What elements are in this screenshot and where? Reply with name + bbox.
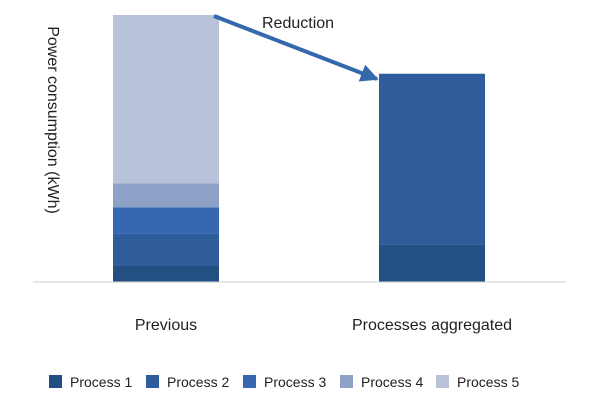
- bars: [113, 15, 485, 282]
- bar-segment-0-1: [113, 233, 219, 266]
- reduction-arrow: [213, 14, 379, 82]
- bar-segment-1-1: [379, 73, 485, 245]
- bar-segment-0-0: [113, 265, 219, 282]
- bar-segment-0-4: [113, 15, 219, 184]
- legend-label-2: Process 3: [264, 374, 326, 390]
- bar-segment-1-0: [379, 244, 485, 282]
- category-label-0: Previous: [135, 317, 197, 334]
- annotation-label: Reduction: [262, 15, 334, 32]
- bar-segment-0-2: [113, 207, 219, 234]
- legend-swatch-3: [340, 375, 353, 388]
- bar-segment-0-3: [113, 183, 219, 208]
- legend-swatch-0: [49, 375, 62, 388]
- category-label-1: Processes aggregated: [352, 317, 512, 334]
- legend-swatch-1: [146, 375, 159, 388]
- legend-label-4: Process 5: [457, 374, 519, 390]
- legend-label-3: Process 4: [361, 374, 423, 390]
- legend-swatch-4: [436, 375, 449, 388]
- legend-swatch-2: [243, 375, 256, 388]
- legend: Process 1 Process 2 Process 3 Process 4 Proc…: [49, 374, 519, 390]
- legend-label-1: Process 2: [167, 374, 229, 390]
- category-labels: Previous Processes aggregated: [135, 317, 512, 334]
- legend-label-0: Process 1: [70, 374, 132, 390]
- y-axis-label: Power consumption (kWh): [44, 26, 61, 214]
